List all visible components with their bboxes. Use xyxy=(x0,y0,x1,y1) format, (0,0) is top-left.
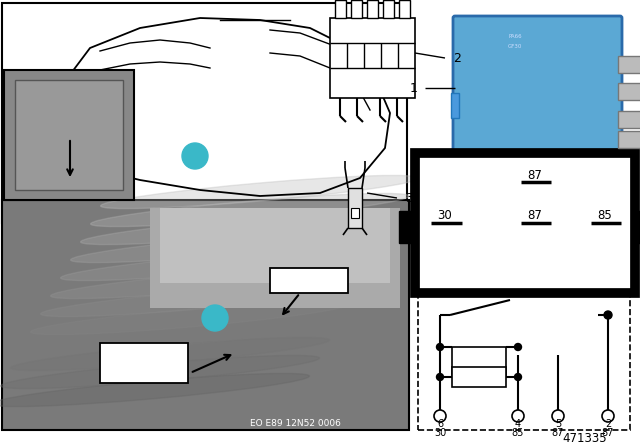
Bar xyxy=(100,343,188,383)
Circle shape xyxy=(602,410,614,422)
Ellipse shape xyxy=(61,247,380,280)
Bar xyxy=(330,18,415,98)
Text: 1: 1 xyxy=(410,82,418,95)
Bar xyxy=(351,0,362,18)
Bar xyxy=(452,347,506,375)
Bar xyxy=(160,208,390,283)
Text: 471335: 471335 xyxy=(563,431,607,444)
Bar xyxy=(335,0,346,18)
Text: 30: 30 xyxy=(434,428,446,438)
Bar xyxy=(367,0,378,18)
Circle shape xyxy=(604,311,612,319)
Circle shape xyxy=(434,410,446,422)
Ellipse shape xyxy=(40,284,360,317)
Bar xyxy=(2,3,407,223)
Bar xyxy=(618,111,640,128)
Circle shape xyxy=(202,305,228,331)
Bar xyxy=(4,70,134,200)
Bar xyxy=(150,208,400,308)
Text: 3: 3 xyxy=(405,191,413,204)
Circle shape xyxy=(436,344,444,350)
Text: EO E89 12N52 0006: EO E89 12N52 0006 xyxy=(250,418,340,427)
FancyBboxPatch shape xyxy=(453,16,622,160)
Bar xyxy=(15,80,123,190)
Text: PA66: PA66 xyxy=(508,34,522,39)
Ellipse shape xyxy=(1,355,319,388)
Bar xyxy=(633,211,640,243)
Text: GF30: GF30 xyxy=(508,43,522,48)
Ellipse shape xyxy=(70,229,389,263)
Text: 87: 87 xyxy=(602,428,614,438)
Text: 85: 85 xyxy=(512,428,524,438)
Circle shape xyxy=(515,374,522,380)
Circle shape xyxy=(515,344,522,350)
Text: X6319: X6319 xyxy=(125,367,163,377)
Bar xyxy=(383,0,394,18)
Text: 87: 87 xyxy=(552,428,564,438)
Circle shape xyxy=(182,143,208,169)
Text: X60567: X60567 xyxy=(287,276,331,286)
Text: 85: 85 xyxy=(598,208,612,221)
Circle shape xyxy=(436,374,444,380)
Text: 30: 30 xyxy=(438,208,452,221)
Bar xyxy=(618,83,640,100)
Bar xyxy=(415,153,635,293)
Text: 2: 2 xyxy=(453,52,461,65)
Bar xyxy=(452,367,506,387)
Ellipse shape xyxy=(91,194,410,227)
Bar xyxy=(418,295,630,430)
Text: 6: 6 xyxy=(437,419,443,429)
Text: 1: 1 xyxy=(211,313,219,323)
Circle shape xyxy=(552,410,564,422)
Ellipse shape xyxy=(51,265,369,298)
Bar xyxy=(351,208,359,218)
Text: 87: 87 xyxy=(527,168,543,181)
Bar xyxy=(270,268,348,293)
Ellipse shape xyxy=(100,176,419,209)
Bar xyxy=(618,56,640,73)
Circle shape xyxy=(512,410,524,422)
Ellipse shape xyxy=(0,374,309,407)
Bar xyxy=(618,131,640,148)
Bar xyxy=(399,0,410,18)
Text: 2: 2 xyxy=(605,419,611,429)
Bar xyxy=(2,200,409,430)
Ellipse shape xyxy=(11,337,330,370)
Ellipse shape xyxy=(81,211,399,245)
Text: K6319: K6319 xyxy=(125,353,163,363)
Ellipse shape xyxy=(31,302,349,335)
Bar xyxy=(399,211,417,243)
Text: 4: 4 xyxy=(515,419,521,429)
Bar xyxy=(348,188,362,228)
Bar xyxy=(451,93,459,118)
Text: 5: 5 xyxy=(555,419,561,429)
Ellipse shape xyxy=(20,319,339,353)
Text: 1: 1 xyxy=(191,151,199,161)
Text: 87: 87 xyxy=(527,208,543,221)
